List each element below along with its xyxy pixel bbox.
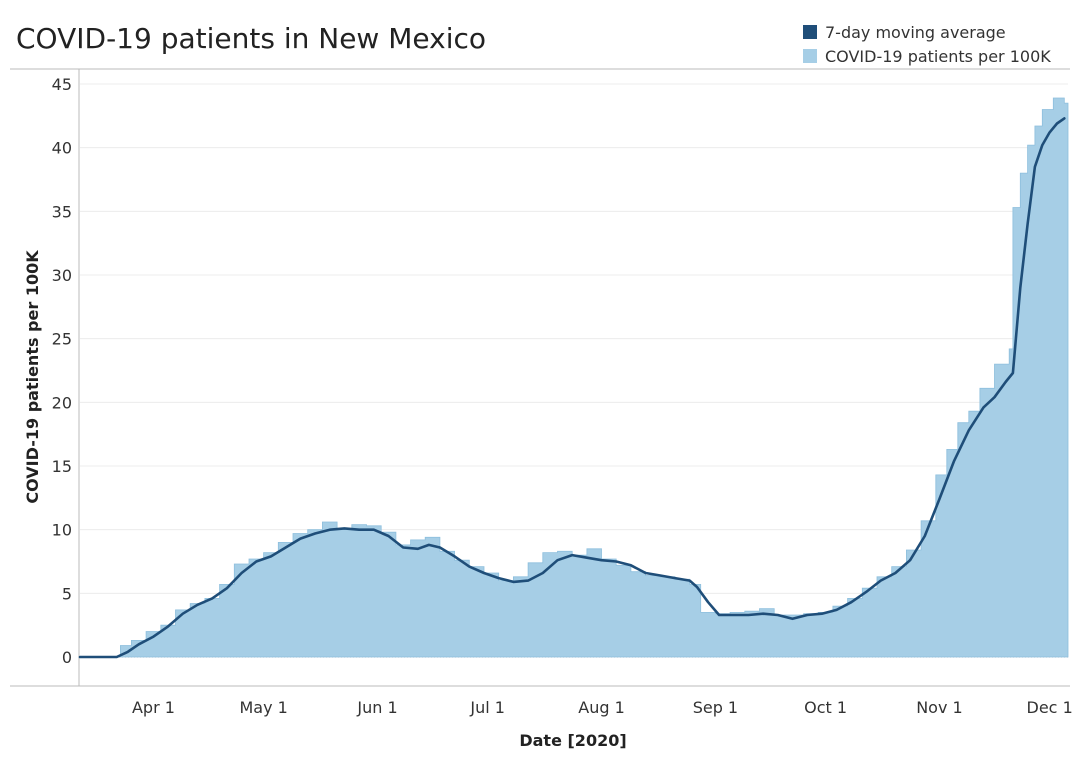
- y-tick-10: 10: [52, 521, 72, 540]
- line-series: [78, 117, 1066, 659]
- legend-label-moving-average: 7-day moving average: [825, 22, 1006, 42]
- chart-title: COVID-19 patients in New Mexico: [16, 22, 486, 55]
- x-axis-label: Date [2020]: [519, 731, 626, 750]
- x-tick-8: Dec 1: [1027, 698, 1073, 717]
- area-patients-per-100k: [80, 97, 1069, 658]
- y-tick-40: 40: [52, 139, 72, 158]
- y-tick-15: 15: [52, 457, 72, 476]
- legend-swatch-moving-average: [803, 25, 817, 39]
- y-tick-20: 20: [52, 393, 72, 412]
- y-tick-35: 35: [52, 202, 72, 221]
- y-tick-labels: 0 5 10 15 20 25 30 35 40 45: [52, 75, 72, 667]
- x-tick-6: Oct 1: [804, 698, 847, 717]
- area-series: [80, 97, 1069, 658]
- legend-item-patients[interactable]: COVID-19 patients per 100K: [803, 44, 1051, 68]
- y-tick-30: 30: [52, 266, 72, 285]
- x-tick-3: Jul 1: [469, 698, 505, 717]
- line-7-day-moving-average: [78, 117, 1066, 659]
- y-tick-25: 25: [52, 330, 72, 349]
- x-tick-labels: Apr 1 May 1 Jun 1 Jul 1 Aug 1 Sep 1 Oct 1 Nov 1…: [132, 698, 1073, 717]
- y-tick-0: 0: [62, 648, 72, 667]
- legend-item-moving-average[interactable]: 7-day moving average: [803, 20, 1051, 44]
- y-axis-label: COVID-19 patients per 100K: [23, 250, 42, 504]
- x-tick-7: Nov 1: [916, 698, 963, 717]
- legend-label-patients: COVID-19 patients per 100K: [825, 46, 1051, 66]
- legend-swatch-patients: [803, 49, 817, 63]
- y-tick-45: 45: [52, 75, 72, 94]
- x-tick-1: May 1: [239, 698, 287, 717]
- chart-legend: 7-day moving average COVID-19 patients p…: [803, 20, 1051, 68]
- x-tick-2: Jun 1: [356, 698, 397, 717]
- y-tick-5: 5: [62, 584, 72, 603]
- x-tick-0: Apr 1: [132, 698, 175, 717]
- x-tick-5: Sep 1: [693, 698, 738, 717]
- x-tick-4: Aug 1: [578, 698, 625, 717]
